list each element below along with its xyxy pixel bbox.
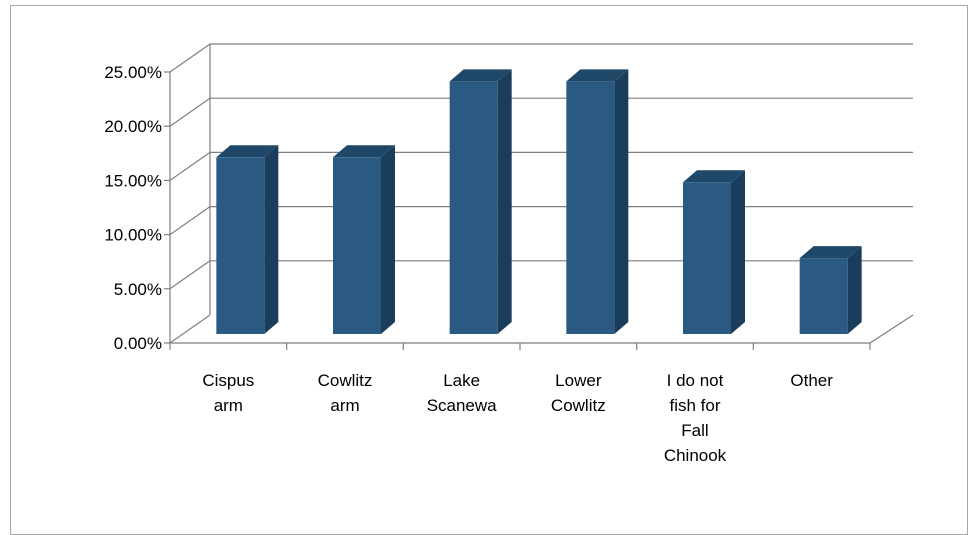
x-category-label-line: Cowlitz xyxy=(551,396,606,415)
x-category-label-line: arm xyxy=(330,396,359,415)
x-category-label-line: Chinook xyxy=(664,446,727,465)
bar-top xyxy=(216,145,279,158)
x-category-label-line: Scanewa xyxy=(427,396,497,415)
bar xyxy=(566,69,629,334)
bar-front xyxy=(216,157,265,334)
gridline-diagonal xyxy=(169,314,211,344)
x-category-label-line: Cowlitz xyxy=(318,371,373,390)
x-category-label-line: Lower xyxy=(555,371,602,390)
bar-side xyxy=(381,145,395,334)
gridlines xyxy=(169,43,913,344)
y-tick-label: 0.00% xyxy=(114,334,162,353)
bar xyxy=(799,246,862,334)
bar-front xyxy=(799,258,848,334)
y-tick-label: 20.00% xyxy=(104,117,162,136)
gridline-diagonal xyxy=(169,206,211,236)
bars xyxy=(216,69,862,334)
gridline-diagonal xyxy=(169,43,211,73)
x-category-label: Lower Cowlitz xyxy=(551,371,606,415)
x-category-label-line: Fall xyxy=(681,421,708,440)
axes xyxy=(164,44,914,350)
y-tick-label: 25.00% xyxy=(104,63,162,82)
gridline-diagonal xyxy=(169,260,211,290)
x-category-label: Lake Scanewa xyxy=(427,371,497,415)
x-category-labels: Cispus arm Cowlitz arm Lake Scanewa Lower Cowli… xyxy=(202,371,833,465)
bar-side xyxy=(264,145,279,334)
x-category-label-line: Lake xyxy=(443,371,480,390)
x-category-label: I do not fish for Fall Chinook xyxy=(664,371,727,465)
bar xyxy=(216,145,279,334)
gridline-diagonal xyxy=(169,151,211,181)
x-category-label-line: fish for xyxy=(669,396,720,415)
bar-front xyxy=(449,81,498,334)
bar-front xyxy=(333,157,381,334)
bar xyxy=(333,145,395,334)
bar-side xyxy=(497,69,512,334)
bar xyxy=(449,69,512,334)
bar-front xyxy=(566,81,615,334)
gridline-diagonal xyxy=(169,97,211,127)
bar xyxy=(683,170,745,334)
bar-side xyxy=(847,246,862,334)
x-category-label-line: Cispus xyxy=(202,371,254,390)
bar-side xyxy=(614,69,629,334)
y-tick-label: 5.00% xyxy=(114,280,162,299)
x-category-label: Other xyxy=(790,371,833,390)
bar-top xyxy=(683,170,745,183)
y-tick-label: 15.00% xyxy=(104,171,162,190)
bar-top xyxy=(333,145,395,158)
x-category-label-line: arm xyxy=(214,396,243,415)
y-tick-label: 10.00% xyxy=(104,226,162,245)
x-category-label-line: I do not xyxy=(667,371,724,390)
x-category-label: Cowlitz arm xyxy=(318,371,373,415)
bar-side xyxy=(731,170,745,334)
floor-right-edge xyxy=(869,314,914,344)
y-tick-labels: 0.00% 5.00% 10.00% 15.00% 20.00% 25.00% xyxy=(104,63,162,353)
x-category-label: Cispus arm xyxy=(202,371,254,415)
bar-top xyxy=(799,246,862,259)
bar-front xyxy=(683,182,731,334)
x-category-label-line: Other xyxy=(790,371,833,390)
bar-top xyxy=(566,69,629,82)
chart: 0.00% 5.00% 10.00% 15.00% 20.00% 25.00% Cispu… xyxy=(104,43,914,465)
bar-top xyxy=(449,69,512,82)
